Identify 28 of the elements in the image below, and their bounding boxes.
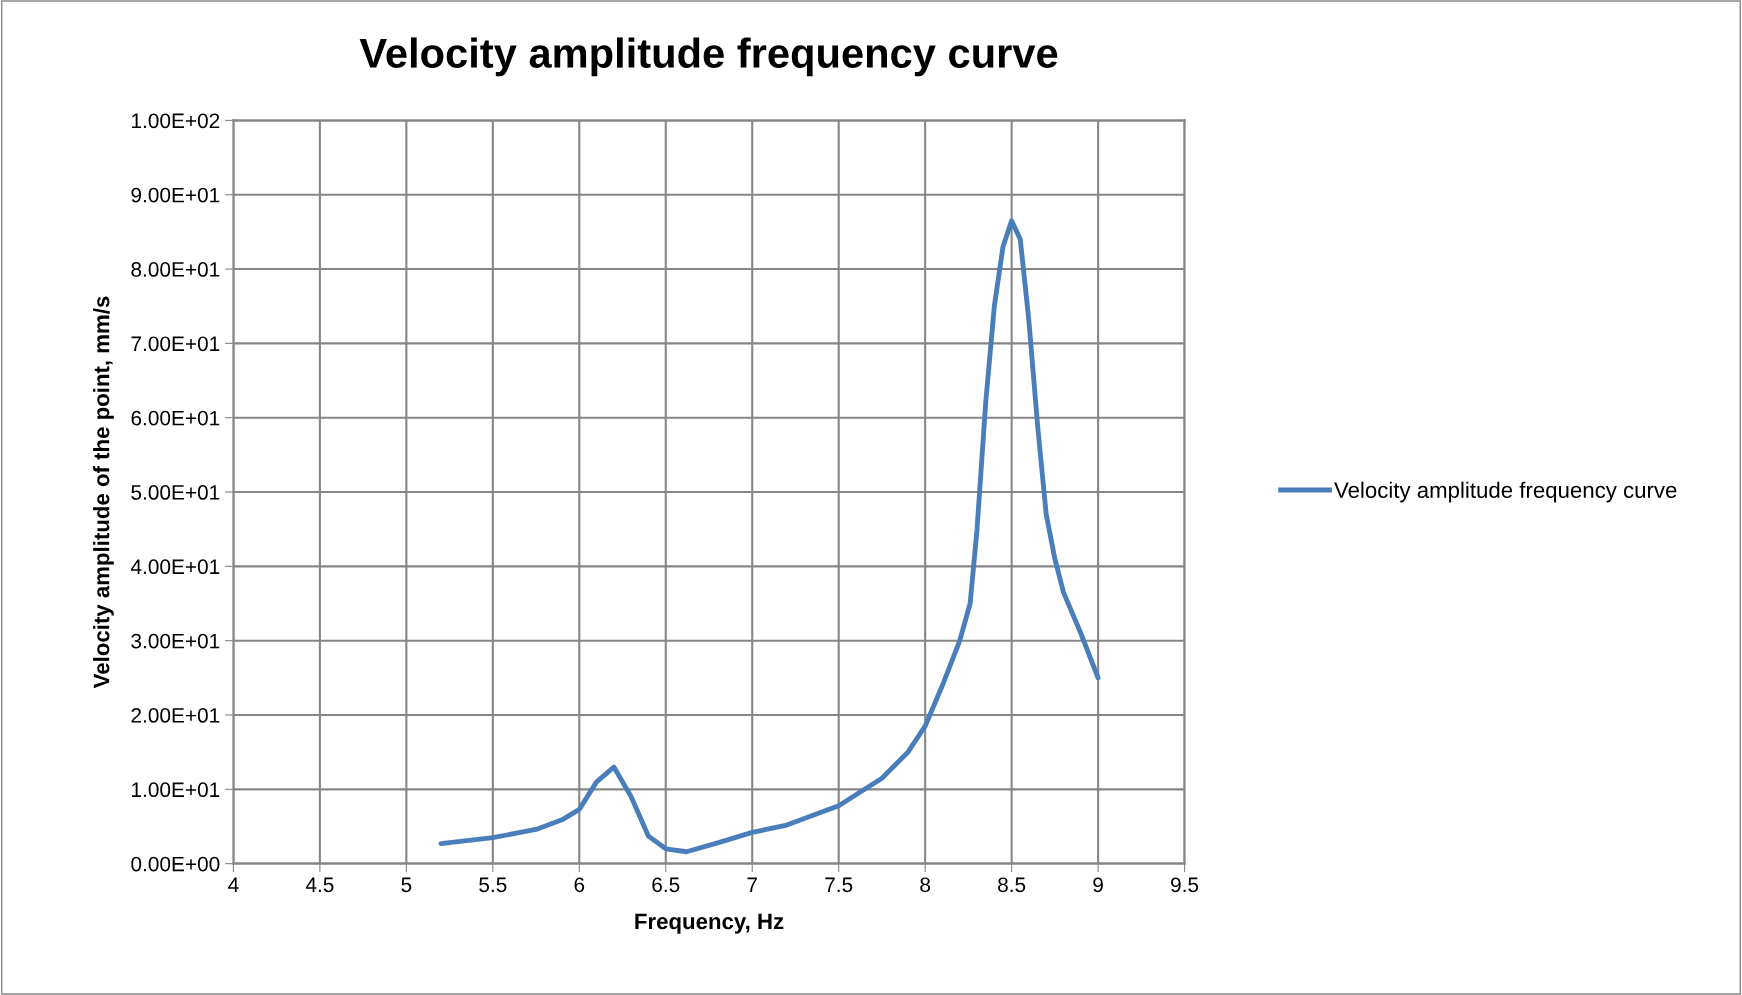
line-series: [438, 218, 1101, 855]
x-tick-label: 8.5: [998, 877, 1026, 893]
y-tick-label: 4.00E+01: [130, 559, 220, 575]
legend-label: Velocity amplitude frequency curve: [1334, 481, 1677, 503]
y-tick-label: 1.00E+02: [132, 113, 220, 129]
y-tick-label: 7.00E+01: [131, 336, 220, 352]
x-axis-title: Frequency, Hz: [635, 913, 784, 934]
y-tick-label: 3.00E+01: [131, 633, 220, 649]
y-tick-label: 1.00E+01: [132, 782, 220, 798]
x-tick-label: 7: [747, 877, 757, 892]
x-tick-label: 5.5: [479, 877, 507, 893]
y-tick-label: 8.00E+01: [131, 262, 220, 277]
y-tick-label: 2.00E+01: [131, 708, 220, 723]
y-tick-label: 5.00E+01: [131, 485, 220, 500]
x-tick-label: 5: [401, 877, 412, 893]
x-tick-label: 6: [574, 877, 585, 893]
x-tick-label: 4: [228, 877, 239, 892]
x-tick-label: 4.5: [305, 877, 334, 893]
y-axis-title: Velocity amplitude of the point, mm/s: [93, 296, 114, 689]
y-tick-label: 9.00E+01: [131, 187, 220, 203]
x-tick-label: 9: [1093, 877, 1103, 893]
x-tick-label: 7.5: [825, 877, 853, 893]
x-tick-label: 6.5: [652, 877, 680, 893]
x-tick-label: 8: [920, 877, 931, 893]
y-tick-label: 6.00E+01: [131, 410, 220, 426]
chart-title: Velocity amplitude frequency curve: [359, 37, 1058, 77]
y-tick-label: 0.00E+00: [131, 856, 220, 872]
x-tick-label: 9.5: [1171, 877, 1199, 893]
